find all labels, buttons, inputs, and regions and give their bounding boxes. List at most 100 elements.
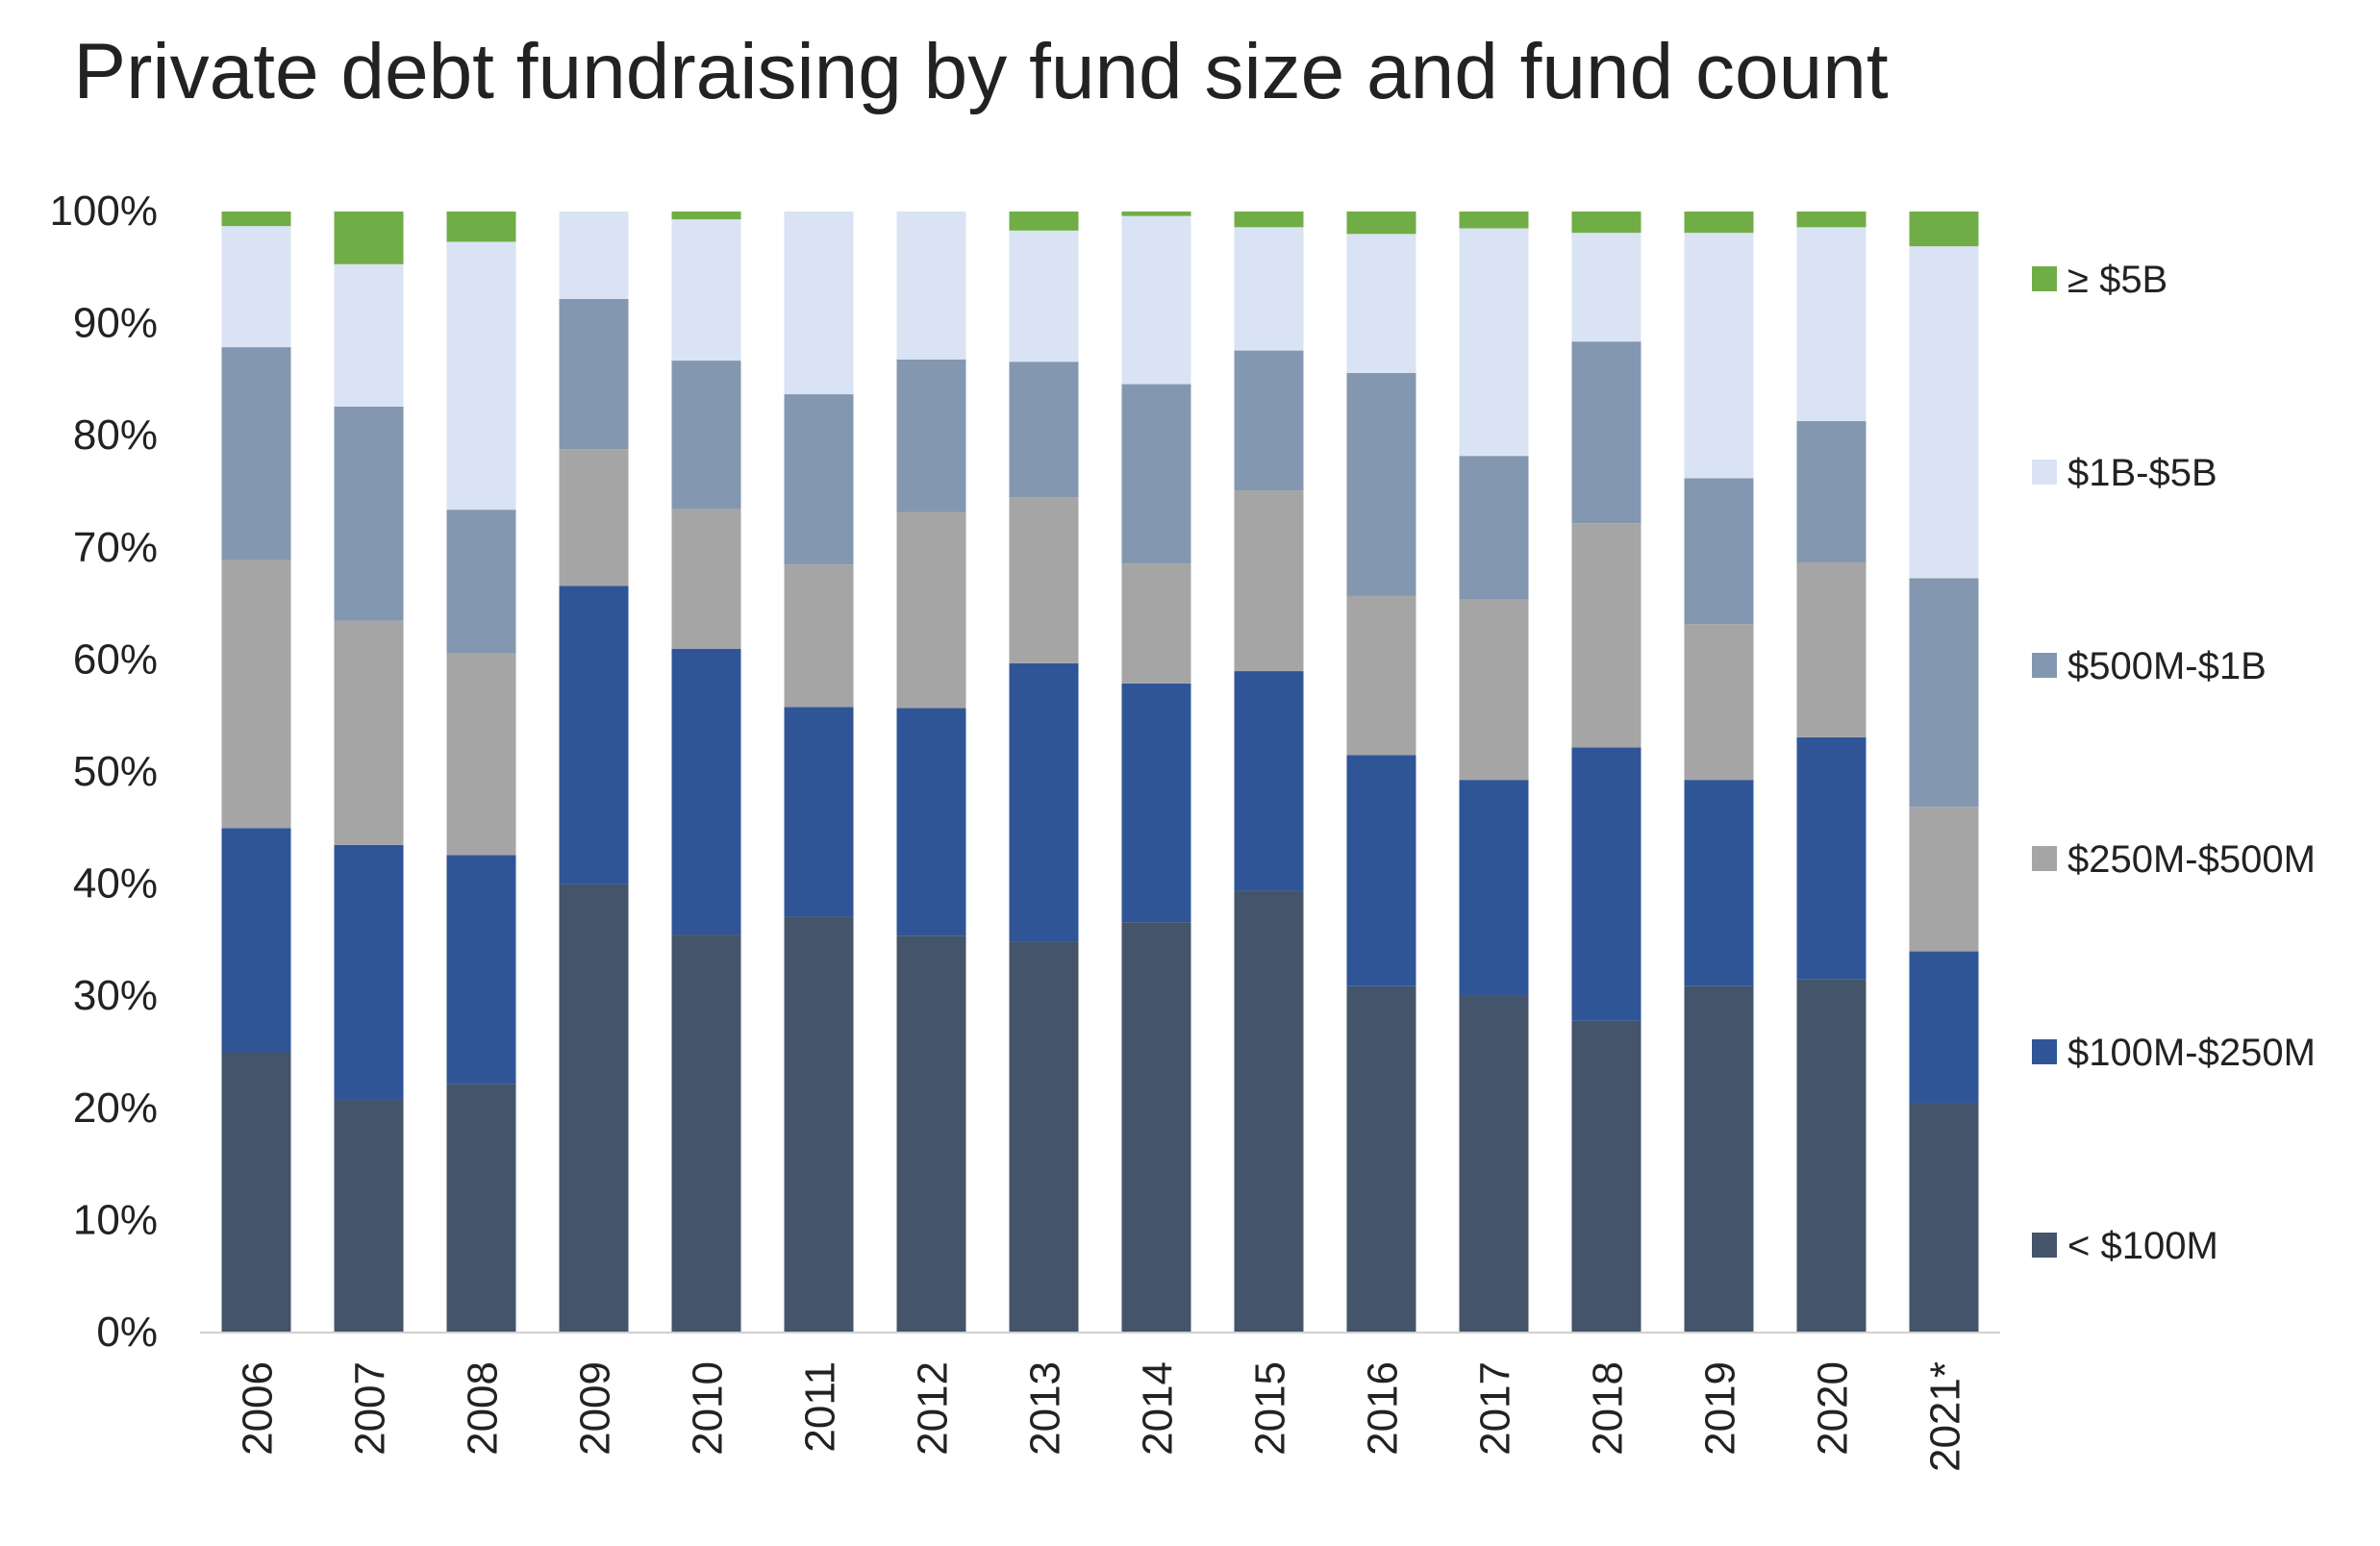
bar-stack-2011 [784, 212, 854, 1333]
bar-segment-100m-2020 [1796, 979, 1866, 1333]
bar-segment-250m-500m-2017 [1459, 599, 1529, 781]
bar-segment-1b-5b-2014 [1121, 215, 1191, 385]
legend-swatch [2032, 266, 2057, 291]
x-tick-label: 2013 [1022, 1361, 1069, 1456]
x-tick-label: 2006 [235, 1361, 282, 1456]
bar-segment-1b-5b-2006 [221, 226, 291, 348]
legend-label: ≥ $5B [2067, 259, 2167, 301]
bar-segment-5b-2014 [1121, 212, 1191, 216]
bar-segment-1b-5b-2009 [559, 212, 629, 299]
bar-segment-250m-500m-2019 [1684, 624, 1754, 781]
x-tick-label: 2007 [347, 1361, 394, 1456]
x-tick-label: 2009 [572, 1361, 619, 1456]
bar-segment-100m-250m-2019 [1684, 780, 1754, 986]
bar-segment-1b-5b-2010 [671, 219, 741, 362]
bar-segment-5b-2008 [446, 212, 516, 242]
bar-segment-250m-500m-2013 [1009, 497, 1079, 663]
bar-stack-2021 [1909, 212, 1979, 1333]
bar-stack-2006 [221, 212, 291, 1333]
x-tick-label: 2019 [1697, 1361, 1744, 1456]
bar-segment-1b-5b-2013 [1009, 230, 1079, 362]
bar-segment-100m-2007 [334, 1099, 404, 1333]
x-axis: 2006 2007 2008 2009 2010 2011 2012 2013 2014 2015… [200, 1332, 2000, 1472]
bar-segment-100m-250m-2020 [1796, 736, 1866, 980]
y-tick-label: 40% [73, 860, 158, 908]
bar-stack-2010 [671, 212, 741, 1333]
legend-item-500m-1b: $500M-$1B [2032, 645, 2267, 687]
x-tick-label: 2012 [910, 1361, 957, 1456]
y-tick-label: 90% [73, 300, 158, 347]
bar-stack-2017 [1459, 212, 1529, 1333]
bar-segment-5b-2015 [1234, 212, 1304, 228]
bar-segment-250m-500m-2021 [1909, 807, 1979, 952]
legend-swatch [2032, 846, 2057, 871]
bar-segment-250m-500m-2011 [784, 564, 854, 708]
y-tick-label: 30% [73, 972, 158, 1019]
bar-segment-250m-500m-2020 [1796, 561, 1866, 737]
bar-segment-500m-1b-2007 [334, 406, 404, 621]
bar-segment-250m-500m-2007 [334, 620, 404, 845]
bar-segment-1b-5b-2016 [1346, 234, 1416, 373]
bar-segment-500m-1b-2008 [446, 510, 516, 654]
bar-segment-5b-2013 [1009, 212, 1079, 231]
y-tick-label: 100% [49, 187, 158, 235]
legend-item-250m-500m: $250M-$500M [2032, 838, 2316, 881]
x-tick-label: 2010 [685, 1361, 732, 1456]
bar-segment-250m-500m-2006 [221, 560, 291, 829]
bar-segment-100m-250m-2013 [1009, 662, 1079, 942]
bar-segment-100m-2019 [1684, 985, 1754, 1333]
bar-segment-100m-250m-2016 [1346, 755, 1416, 986]
bar-segment-100m-2010 [671, 935, 741, 1333]
bar-segment-100m-2011 [784, 916, 854, 1333]
bar-segment-100m-2009 [559, 884, 629, 1333]
bar-segment-500m-1b-2019 [1684, 478, 1754, 625]
bar-segment-5b-2017 [1459, 212, 1529, 229]
x-tick-label: 2011 [797, 1361, 844, 1453]
bar-segment-5b-2007 [334, 212, 404, 264]
bar-segment-500m-1b-2020 [1796, 421, 1866, 562]
y-tick-label: 60% [73, 636, 158, 683]
bar-segment-100m-2012 [896, 935, 966, 1333]
bar-segment-100m-250m-2008 [446, 855, 516, 1085]
bar-segment-100m-2017 [1459, 995, 1529, 1333]
legend-label: $100M-$250M [2067, 1032, 2316, 1074]
legend: ≥ $5B $1B-$5B $500M-$1B $250M-$500M $100M-$2… [2032, 259, 2316, 1267]
bar-segment-500m-1b-2010 [671, 361, 741, 509]
x-tick-label: 2017 [1472, 1361, 1519, 1456]
legend-item-100m: < $100M [2032, 1225, 2218, 1267]
bar-segment-250m-500m-2008 [446, 653, 516, 856]
bar-segment-1b-5b-2019 [1684, 233, 1754, 479]
y-axis: 0% 10% 20% 30% 40% 50% 60% 70% 80% 90% 100% [49, 187, 158, 1356]
bar-segment-1b-5b-2007 [334, 263, 404, 407]
bar-segment-100m-250m-2011 [784, 707, 854, 917]
bar-segment-250m-500m-2016 [1346, 595, 1416, 756]
bar-segment-500m-1b-2021 [1909, 578, 1979, 808]
bar-segment-100m-250m-2018 [1571, 747, 1641, 1021]
bar-stack-2020 [1796, 212, 1866, 1333]
bar-segment-250m-500m-2009 [559, 449, 629, 586]
bar-segment-500m-1b-2014 [1121, 384, 1191, 564]
bar-segment-250m-500m-2010 [671, 508, 741, 649]
bar-segment-100m-2006 [221, 1052, 291, 1333]
bar-stack-2008 [446, 212, 516, 1333]
legend-item-100m-250m: $100M-$250M [2032, 1032, 2316, 1074]
bar-segment-100m-2008 [446, 1084, 516, 1333]
bar-segment-500m-1b-2015 [1234, 350, 1304, 491]
bar-stack-2014 [1121, 212, 1191, 1333]
y-tick-label: 20% [73, 1085, 158, 1132]
bar-segment-1b-5b-2008 [446, 241, 516, 511]
legend-swatch [2032, 1039, 2057, 1064]
bar-segment-100m-2014 [1121, 922, 1191, 1333]
x-tick-label: 2016 [1360, 1361, 1407, 1456]
bar-segment-1b-5b-2021 [1909, 246, 1979, 579]
bar-segment-5b-2016 [1346, 212, 1416, 235]
bar-stack-2012 [896, 212, 966, 1333]
bar-segment-500m-1b-2009 [559, 298, 629, 450]
bar-segment-250m-500m-2018 [1571, 523, 1641, 748]
x-tick-label: 2015 [1247, 1361, 1294, 1456]
x-tick-label: 2018 [1585, 1361, 1632, 1456]
bar-segment-100m-2013 [1009, 941, 1079, 1333]
legend-swatch [2032, 653, 2057, 678]
bar-segment-100m-250m-2006 [221, 828, 291, 1053]
